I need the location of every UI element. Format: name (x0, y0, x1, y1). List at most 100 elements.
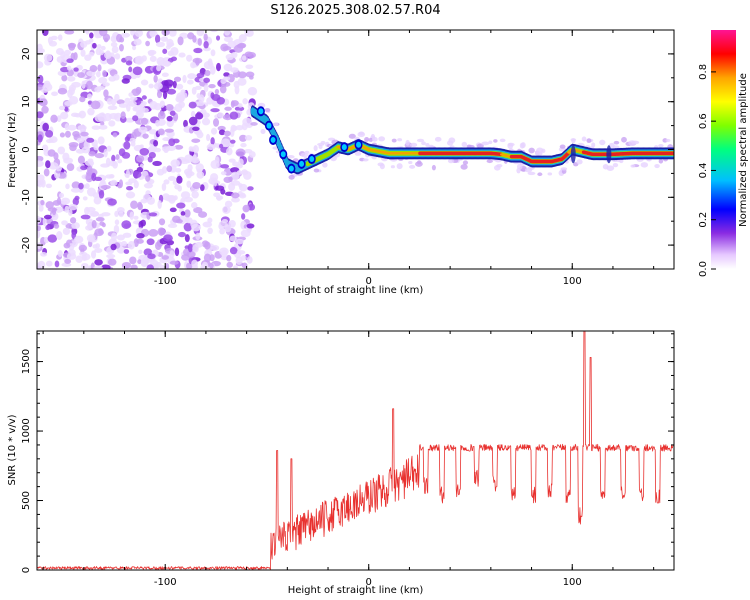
spectrogram-noise-blob (64, 123, 70, 131)
spectrogram-noise-blob (99, 49, 105, 56)
spectrogram-noise-blob (103, 148, 108, 158)
spectrogram-noise-blob (37, 262, 41, 269)
spectrogram-halo-blob (581, 136, 587, 142)
spectrogram-noise-blob (206, 143, 216, 151)
spectrogram-noise-blob (67, 42, 77, 49)
spectrogram-noise-blob (245, 71, 255, 78)
spectrogram-noise-blob (75, 148, 85, 154)
spectrogram-noise-blob (103, 51, 112, 59)
spectrogram-noise-blob (121, 78, 130, 84)
spectrogram-noise-blob (129, 256, 137, 265)
spectrogram-noise-blob (90, 211, 100, 217)
snr-xtick-label: -100 (154, 577, 177, 588)
snr-xtick-label: 0 (366, 577, 372, 588)
spectrogram-noise-blob (247, 186, 254, 191)
spectrogram-noise-blob (161, 80, 169, 86)
spectrogram-halo-blob (476, 143, 484, 149)
spectrogram-blob-core (356, 141, 362, 148)
spectrogram-noise-blob (193, 47, 203, 54)
spectrogram-noise-blob (194, 85, 202, 91)
spectrogram-halo-blob (288, 174, 295, 180)
spectrogram-halo-blob (591, 142, 596, 148)
spectrogram-noise-blob (56, 197, 62, 205)
spectrogram-noise-blob (45, 138, 54, 144)
spectrogram-noise-blob (231, 192, 240, 199)
spectrogram-noise-blob (87, 93, 93, 100)
spectrogram-noise-blob (119, 44, 124, 52)
spectrogram-noise-blob (203, 33, 208, 41)
spectrogram-noise-blob (90, 250, 97, 259)
spectrogram-halo-blob (599, 139, 606, 146)
spectrogram-halo-blob (320, 140, 326, 145)
spectrogram-noise-blob (94, 259, 103, 266)
spectrogram-noise-blob (77, 155, 85, 164)
spectrogram-halo-blob (448, 137, 456, 144)
spectrogram-noise-blob (116, 207, 125, 214)
spectrogram-noise-blob (217, 125, 226, 131)
spectrogram-noise-blob (168, 30, 177, 37)
spectrogram-noise-blob (98, 189, 105, 199)
spectrogram-halo-blob (658, 143, 664, 148)
spectrogram-noise-blob (57, 34, 63, 41)
spectrogram-noise-blob (40, 252, 48, 257)
spectrogram-noise-blob (80, 165, 88, 171)
spectrogram-halo-blob (586, 138, 592, 144)
spectrogram-noise-blob (63, 242, 71, 249)
spectrogram-noise-blob (198, 94, 205, 103)
spectrogram-noise-blob (65, 183, 70, 190)
spectrogram-noise-blob (187, 243, 193, 253)
spectrogram-noise-blob (236, 170, 243, 175)
spectrogram-noise-blob (213, 118, 220, 127)
spectrogram-noise-blob (114, 93, 120, 102)
spectrogram-noise-blob (114, 210, 119, 218)
spectrogram-noise-blob (89, 32, 94, 39)
spectrogram-noise-blob (127, 241, 135, 250)
spectrogram-noise-blob (246, 256, 253, 264)
spectrogram-noise-blob (45, 183, 53, 189)
colorbar-tick-label: 0.2 (698, 212, 709, 228)
spectrogram-noise-blob (96, 85, 106, 91)
spectrogram-noise-blob (193, 206, 203, 214)
spectrogram-noise-blob (155, 261, 162, 268)
spectrogram-noise-blob (210, 108, 220, 113)
colorbar-gradient (711, 30, 736, 269)
spectrogram-blob-core (270, 136, 276, 143)
spectrogram-noise-blob (245, 64, 254, 70)
spectrogram-noise-blob (121, 261, 131, 269)
spectrogram-halo-blob (528, 147, 535, 154)
spectrogram-noise-blob (140, 258, 149, 267)
spectrogram-noise-blob (214, 88, 220, 95)
spectrogram-noise-blob (129, 211, 134, 220)
spectrogram-noise-blob (223, 130, 231, 137)
spectrogram-noise-blob (146, 264, 155, 269)
spectrogram-halo-blob (431, 164, 436, 171)
spectrogram-noise-blob (163, 234, 173, 242)
spectrogram-noise-blob (116, 33, 123, 43)
spectrogram-noise-blob (64, 100, 73, 107)
spectrogram-noise-blob (62, 227, 71, 236)
spectrogram-noise-blob (45, 260, 53, 267)
spectrogram-halo-blob (434, 136, 442, 142)
spectrogram-noise-blob (130, 264, 138, 269)
spectrogram-noise-blob (117, 158, 123, 164)
spectrogram-noise-blob (78, 110, 87, 119)
spectrogram-noise-blob (248, 151, 256, 158)
spectrogram-noise-blob (210, 127, 218, 135)
spectrogram-halo-blob (559, 144, 566, 149)
spectrogram-noise-blob (231, 100, 239, 107)
colorbar: 0.0 0.2 0.4 0.6 0.8 Normalized spectral ampl… (698, 30, 749, 277)
spectrogram-noise-blob (134, 30, 144, 38)
spectrogram-noise-blob (141, 55, 147, 62)
spectrogram-blob-core (266, 122, 272, 129)
spectrogram-noise-blob (37, 61, 44, 69)
spectrogram-noise-blob (37, 160, 44, 168)
spectrogram-noise-blob (145, 175, 151, 182)
spectrogram-noise-blob (64, 106, 69, 112)
spectrogram-noise-blob (161, 72, 169, 77)
spectrogram-halo-blob (576, 159, 583, 165)
spectrogram-noise-blob (191, 86, 197, 95)
spectrogram-noise-blob (56, 115, 62, 123)
spectrogram-noise-blob (195, 232, 201, 241)
spectrogram-noise-blob (196, 72, 205, 78)
